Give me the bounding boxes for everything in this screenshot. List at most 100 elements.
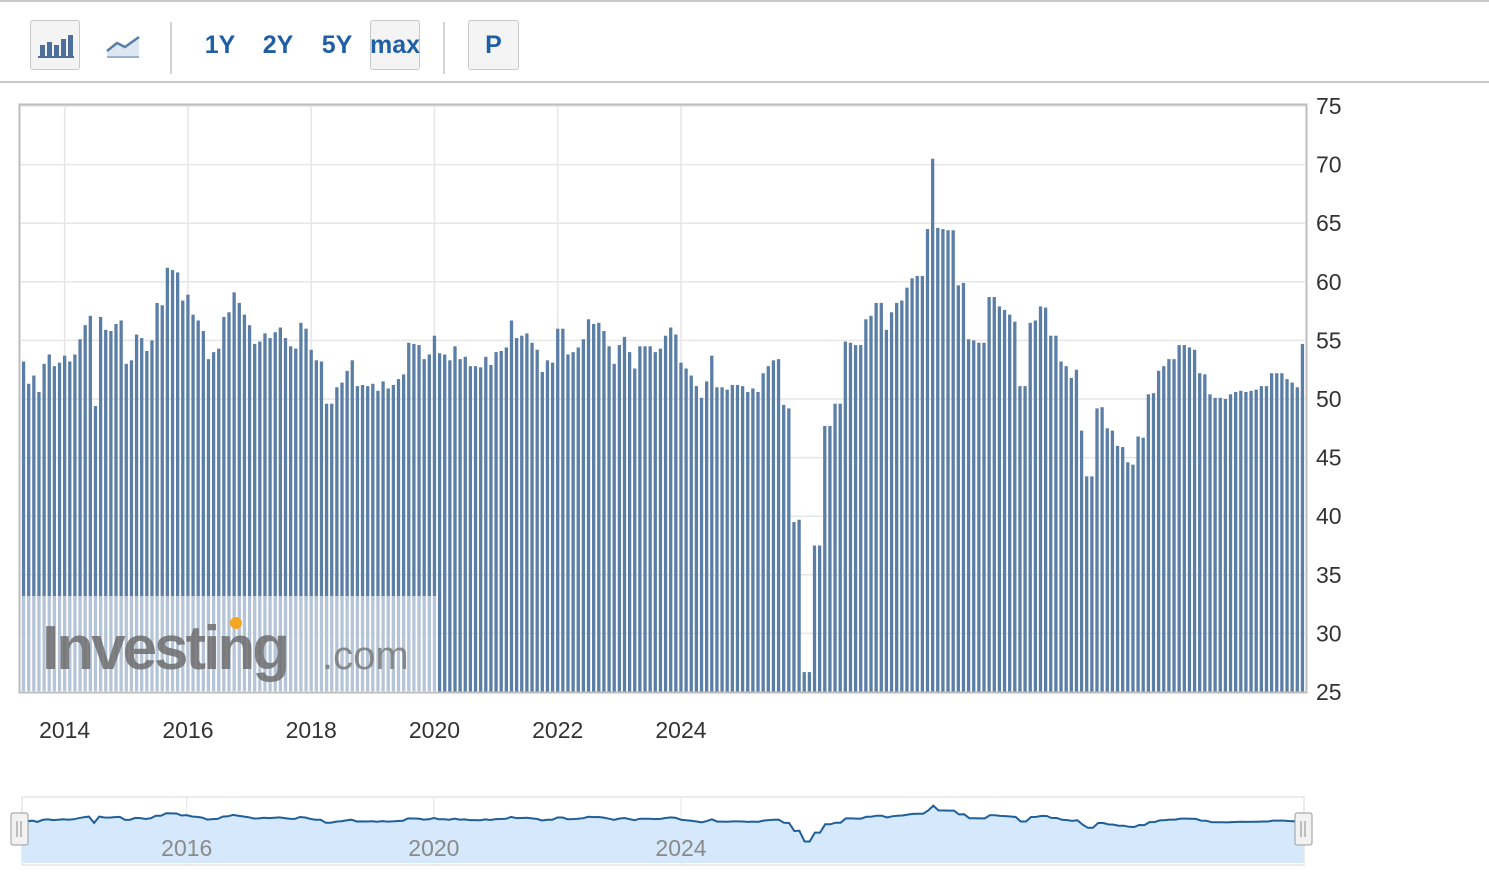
bar <box>1203 374 1207 692</box>
range-max-button[interactable]: max <box>370 20 420 70</box>
bar <box>843 341 847 692</box>
bar <box>134 334 139 692</box>
bar <box>93 406 98 692</box>
bar <box>622 336 627 692</box>
bar <box>314 360 318 692</box>
y-tick-label: 30 <box>1316 620 1342 646</box>
bar <box>381 381 385 692</box>
bar <box>278 327 283 692</box>
bar <box>1074 369 1079 692</box>
bar <box>1121 447 1125 692</box>
bar <box>1002 309 1007 692</box>
y-tick-label: 65 <box>1316 210 1342 236</box>
bar-chart-button[interactable] <box>30 20 80 70</box>
bar <box>520 335 524 692</box>
range-5y-button[interactable]: 5Y <box>321 30 353 59</box>
p-button[interactable]: P <box>468 20 519 70</box>
bar <box>1141 437 1145 692</box>
bar <box>37 391 41 692</box>
x-tick-label: 2016 <box>162 717 213 743</box>
bar <box>453 346 457 692</box>
bar <box>925 229 930 692</box>
bar <box>186 294 190 692</box>
bar <box>812 545 817 692</box>
bar <box>643 346 647 692</box>
bar <box>1126 462 1130 692</box>
bar <box>776 359 781 692</box>
bar <box>720 387 724 692</box>
bar <box>833 403 837 692</box>
bar <box>1131 464 1135 692</box>
navigator[interactable]: 2016 2020 2024 <box>10 796 1313 866</box>
bar <box>360 384 365 692</box>
bar <box>966 339 971 692</box>
bar <box>468 366 473 692</box>
bar <box>1275 373 1279 692</box>
bar <box>1085 476 1089 692</box>
x-tick-label: 2014 <box>39 717 90 743</box>
bar <box>627 352 632 692</box>
bar <box>638 346 642 692</box>
bar <box>823 425 827 692</box>
range-1y-button[interactable]: 1Y <box>204 30 236 59</box>
bar <box>787 408 791 692</box>
bar <box>782 404 786 692</box>
bar <box>201 331 205 692</box>
bar <box>463 356 467 692</box>
bar <box>663 335 668 692</box>
bar <box>355 386 360 692</box>
toolbar-separator <box>443 22 445 74</box>
bar <box>401 374 406 692</box>
bar <box>211 352 216 692</box>
bar <box>561 328 565 692</box>
bar <box>1043 307 1048 692</box>
bar <box>1008 314 1012 692</box>
bar <box>160 305 164 692</box>
line-chart-button[interactable] <box>98 20 148 70</box>
bar <box>206 359 211 692</box>
bar <box>571 352 575 692</box>
bar <box>658 348 663 692</box>
bar <box>129 360 134 692</box>
bar <box>1300 343 1305 692</box>
navigator-right-handle[interactable] <box>1294 812 1313 846</box>
bar <box>104 329 108 692</box>
bar <box>196 320 200 692</box>
bar <box>653 352 657 692</box>
bar <box>140 338 144 692</box>
bar <box>1239 390 1243 692</box>
bar <box>227 312 231 692</box>
bar <box>504 347 508 692</box>
bar <box>900 300 904 692</box>
bar <box>597 322 601 692</box>
bar <box>807 672 812 692</box>
bar <box>1269 373 1274 692</box>
bar <box>1028 322 1032 692</box>
bar <box>437 353 442 692</box>
bar <box>68 361 72 692</box>
bar <box>576 347 580 692</box>
bar <box>740 386 745 692</box>
bar <box>32 375 36 692</box>
bar <box>181 300 185 692</box>
bar <box>1249 390 1253 692</box>
bar <box>253 343 257 692</box>
y-tick-label: 60 <box>1316 269 1342 295</box>
bar <box>21 361 26 692</box>
toolbar-separator <box>170 22 172 74</box>
navigator-left-handle[interactable] <box>10 812 29 846</box>
bar <box>1208 394 1212 692</box>
bar <box>746 391 750 692</box>
bar <box>920 275 925 692</box>
range-2y-button[interactable]: 2Y <box>262 30 294 59</box>
bar <box>47 354 51 692</box>
bar <box>366 386 370 692</box>
bar <box>324 403 329 692</box>
bar <box>1069 377 1073 692</box>
bar <box>109 331 113 692</box>
bar <box>756 391 760 692</box>
bar <box>1285 379 1289 692</box>
bar <box>1234 391 1238 692</box>
bar <box>1177 345 1181 692</box>
bar <box>848 342 853 692</box>
